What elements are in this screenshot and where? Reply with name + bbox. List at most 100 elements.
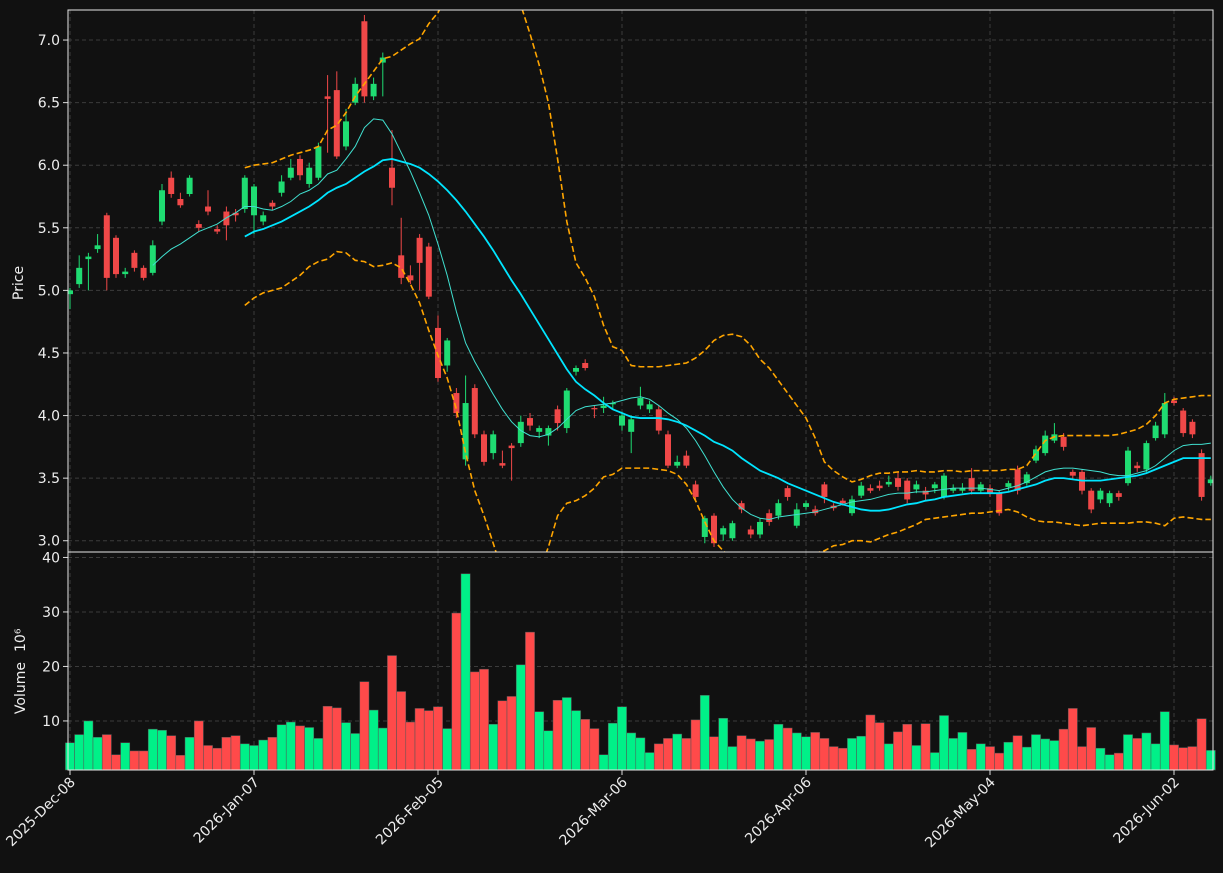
- candle-body: [959, 488, 966, 491]
- volume-bar: [1021, 746, 1032, 771]
- candle-body: [665, 434, 671, 466]
- volume-bar: [1049, 740, 1060, 771]
- volume-bar: [1077, 746, 1087, 771]
- volume-bar: [893, 731, 903, 771]
- candle-body: [582, 362, 589, 368]
- candle-body: [149, 245, 156, 273]
- volume-bar: [810, 732, 821, 771]
- volume-bar: [929, 752, 940, 771]
- volume-bar: [396, 691, 407, 771]
- candle-body: [977, 484, 984, 491]
- candle-body: [122, 271, 129, 275]
- candle-body: [941, 475, 947, 497]
- volume-bar: [1067, 708, 1078, 771]
- volume-bar: [387, 655, 397, 771]
- candle-body: [68, 290, 73, 295]
- candle-body: [692, 484, 699, 497]
- candle-body: [573, 367, 579, 372]
- candle-body: [1014, 469, 1021, 491]
- volume-bar: [276, 724, 287, 771]
- candle-body: [398, 255, 405, 278]
- volume-bar: [709, 736, 719, 771]
- candle-body: [646, 404, 653, 410]
- y-tick-label: 7.0: [38, 33, 60, 49]
- volume-bar: [617, 706, 627, 771]
- indicator-line: [244, 158, 1211, 512]
- volume-bar: [1058, 728, 1069, 771]
- indicator-line: [244, 10, 1211, 483]
- candle-body: [968, 478, 975, 491]
- candle-body: [481, 434, 487, 462]
- volume-bar: [350, 733, 361, 771]
- candle-body: [333, 90, 340, 157]
- volume-bar: [1159, 711, 1170, 771]
- volume-bar: [607, 722, 618, 771]
- volume-bar: [865, 714, 876, 771]
- volume-bar: [1150, 743, 1161, 771]
- candle-body: [1198, 453, 1205, 497]
- volume-bar: [561, 697, 572, 771]
- candle-body: [76, 267, 83, 285]
- candle-body: [720, 528, 727, 535]
- candle-body: [269, 202, 276, 207]
- candle-body: [711, 515, 717, 544]
- volume-bar: [1178, 747, 1189, 771]
- volume-bar: [552, 699, 563, 771]
- candle-body: [1171, 400, 1177, 404]
- volume-bar: [193, 720, 204, 771]
- volume-bar: [653, 743, 664, 771]
- volume-bar: [138, 750, 149, 771]
- volume-bar: [203, 745, 213, 771]
- volume-bar: [92, 737, 103, 771]
- y-tick-label: 5.0: [38, 283, 60, 299]
- volume-bar: [672, 733, 683, 771]
- offset-label: 10⁶: [13, 628, 29, 652]
- candle-body: [471, 388, 478, 435]
- candle-body: [287, 167, 294, 178]
- candle-body: [168, 177, 175, 195]
- volume-bar: [1086, 727, 1097, 771]
- candle-body: [517, 421, 524, 444]
- volume-bar: [285, 721, 296, 771]
- volume-bar: [175, 755, 186, 771]
- volume-bar: [258, 739, 269, 771]
- volume-bar: [626, 732, 637, 771]
- candle-body: [389, 167, 395, 188]
- candle-body: [508, 445, 515, 449]
- volume-bar: [957, 732, 968, 771]
- candle-body: [812, 509, 819, 514]
- volume-bar: [212, 747, 223, 771]
- volume-bar: [902, 723, 913, 771]
- candle-body: [922, 490, 929, 495]
- volume-bar: [359, 681, 370, 771]
- candle-body: [757, 521, 763, 535]
- volume-bar: [497, 700, 508, 771]
- volume-bar: [423, 710, 434, 771]
- volume-bar: [745, 738, 756, 771]
- volume-bar: [975, 743, 986, 771]
- y-tick-label: 3.5: [38, 471, 60, 487]
- candle-body: [159, 190, 165, 222]
- volume-bar: [433, 706, 443, 771]
- volume-bar: [598, 754, 609, 771]
- volume-bar: [1123, 734, 1133, 771]
- candle-body: [490, 434, 497, 454]
- candle-body: [260, 215, 267, 222]
- y-tick-label: 6.5: [38, 96, 60, 112]
- volume-bar: [157, 729, 167, 771]
- volume-bar: [239, 743, 250, 771]
- volume-bar: [1104, 754, 1115, 771]
- candle-body: [609, 403, 616, 405]
- candle-body: [821, 484, 828, 497]
- volume-bar: [1095, 747, 1106, 771]
- volume-bar: [819, 738, 830, 771]
- y-axis-label: Price: [11, 266, 27, 300]
- volume-bar: [920, 723, 931, 771]
- volume-bar: [1169, 744, 1179, 771]
- candle-body: [361, 21, 368, 97]
- volume-bar: [663, 738, 673, 771]
- candle-body: [619, 415, 625, 426]
- volume-bar: [313, 738, 324, 771]
- candle-body: [1207, 479, 1213, 484]
